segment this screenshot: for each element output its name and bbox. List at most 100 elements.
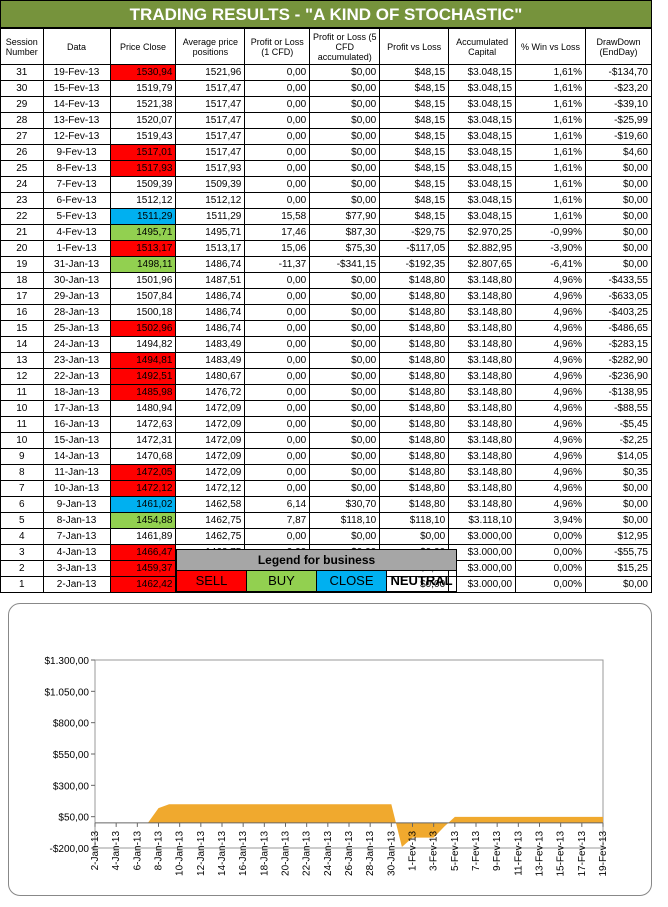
table-cell: 8 (0, 464, 44, 481)
table-cell: -6,41% (515, 256, 587, 273)
table-cell: 1517,47 (175, 112, 246, 129)
legend-box: Legend for business SELL BUY CLOSE NEUTR… (176, 549, 457, 592)
table-cell: -3,90% (515, 240, 587, 257)
legend-close: CLOSE (317, 571, 387, 591)
table-cell: 10-Jan-13 (42, 480, 111, 497)
table-cell: 1513,17 (175, 240, 246, 257)
table-cell: $3.148,80 (448, 416, 517, 433)
table-cell: -$19,60 (585, 128, 652, 145)
table-cell: -$5,45 (585, 416, 652, 433)
table-cell: 1521,96 (175, 64, 246, 81)
table-row: 19 31-Jan-13 1498,11 1486,74 -11,37 -$341,15-… (0, 256, 652, 273)
y-tick-label: $300,00 (53, 781, 90, 792)
table-cell: 0,00 (244, 304, 311, 321)
table-cell: 4,96% (515, 384, 587, 401)
table-cell: 1,61% (515, 96, 587, 113)
table-cell: $3.148,80 (448, 448, 517, 465)
table-cell: 0,00% (515, 528, 587, 545)
table-row: 27 12-Fev-13 1519,43 1517,47 0,00 $0,00 $48,15… (0, 128, 652, 145)
table-cell: 1517,01 (109, 144, 177, 161)
table-cell: $0,00 (585, 496, 652, 513)
table-cell: 1472,12 (109, 480, 177, 497)
legend-neutral: NEUTRAL (390, 573, 453, 588)
table-cell: $3.048,15 (448, 128, 517, 145)
table-cell: $0,00 (309, 528, 381, 545)
table-cell: $0,00 (309, 448, 381, 465)
table-cell: 0,00 (244, 96, 311, 113)
table-cell: 3 (0, 544, 44, 561)
table-cell: 1,61% (515, 208, 587, 225)
table-cell: -$55,75 (585, 544, 652, 561)
table-cell: $0,00 (585, 576, 652, 593)
table-cell: 27 (0, 128, 44, 145)
table-cell: 0,00 (244, 320, 311, 337)
table-cell: $0,00 (309, 160, 381, 177)
table-cell: 12 (0, 368, 44, 385)
table-row: 28 13-Fev-13 1520,07 1517,47 0,00 $0,00 $48,15… (0, 112, 652, 129)
table-cell: $0,00 (309, 336, 381, 353)
table-cell: 1,61% (515, 192, 587, 209)
table-cell: 1521,38 (109, 96, 177, 113)
table-cell: 1476,72 (175, 384, 246, 401)
table-cell: -$403,25 (585, 304, 652, 321)
table-cell: $148,80 (379, 432, 450, 449)
table-cell: $0,00 (585, 176, 652, 193)
table-cell: 1483,49 (175, 352, 246, 369)
table-cell: 1517,93 (175, 160, 246, 177)
table-cell: 1509,39 (109, 176, 177, 193)
table-cell: 1472,09 (175, 448, 246, 465)
x-tick-label: 20-Jan-13 (281, 830, 292, 875)
table-cell: 0,00% (515, 576, 587, 593)
table-cell: 10 (0, 400, 44, 417)
table-cell: 11 (0, 416, 44, 433)
table-cell: 4,96% (515, 480, 587, 497)
x-tick-label: 6-Jan-13 (132, 830, 143, 870)
table-cell: 4,96% (515, 272, 587, 289)
table-cell: 15,58 (244, 208, 311, 225)
table-cell: $3.048,15 (448, 192, 517, 209)
table-cell: 1502,96 (109, 320, 177, 337)
x-tick-label: 2-Jan-13 (90, 830, 101, 870)
table-row: 29 14-Fev-13 1521,38 1517,47 0,00 $0,00 $48,15… (0, 96, 652, 113)
table-row: 24 7-Fev-13 1509,39 1509,39 0,00 $0,00 $48,15 $… (0, 176, 652, 193)
table-cell: $48,15 (379, 192, 450, 209)
table-cell: 1517,47 (175, 128, 246, 145)
x-tick-label: 11-Fev-13 (513, 831, 524, 876)
column-header: Data (42, 28, 111, 65)
x-tick-label: 19-Fev-13 (598, 830, 609, 876)
table-cell: 9 (0, 448, 44, 465)
table-cell: $12,95 (585, 528, 652, 545)
table-cell: 1,61% (515, 176, 587, 193)
table-cell: $0,00 (309, 368, 381, 385)
table-cell: 23 (0, 192, 44, 209)
table-cell: $148,80 (379, 464, 450, 481)
table-cell: 11 (0, 384, 44, 401)
table-cell: 22 (0, 208, 44, 225)
table-cell: $0,00 (309, 128, 381, 145)
table-cell: 1486,74 (175, 320, 246, 337)
table-cell: -$23,20 (585, 80, 652, 97)
table-cell: 2 (0, 560, 44, 577)
table-cell: 4,96% (515, 368, 587, 385)
table-cell: 17,46 (244, 224, 311, 241)
table-cell: 0,00 (244, 336, 311, 353)
table-cell: 4,96% (515, 464, 587, 481)
capital-area-series (95, 804, 603, 848)
table-cell: 14-Fev-13 (42, 96, 111, 113)
table-cell: $0,00 (309, 352, 381, 369)
table-cell: 26 (0, 144, 44, 161)
table-cell: $3.148,80 (448, 304, 517, 321)
table-cell: 1472,31 (109, 432, 177, 449)
table-cell: 1520,07 (109, 112, 177, 129)
table-row: 7 10-Jan-13 1472,12 1472,12 0,00 $0,00 $148,80… (0, 480, 652, 497)
y-tick-label: $550,00 (53, 750, 90, 761)
table-cell: -$25,99 (585, 112, 652, 129)
table-cell: 20 (0, 240, 44, 257)
table-cell: 1487,51 (175, 272, 246, 289)
table-cell: 14-Jan-13 (42, 448, 111, 465)
table-cell: 7 (0, 480, 44, 497)
table-cell: 4-Jan-13 (42, 544, 111, 561)
table-row: 20 1-Fev-13 1513,17 1513,17 15,06 $75,30 -$117… (0, 240, 652, 257)
table-cell: 1-Fev-13 (42, 240, 111, 257)
table-cell: 1492,51 (109, 368, 177, 385)
